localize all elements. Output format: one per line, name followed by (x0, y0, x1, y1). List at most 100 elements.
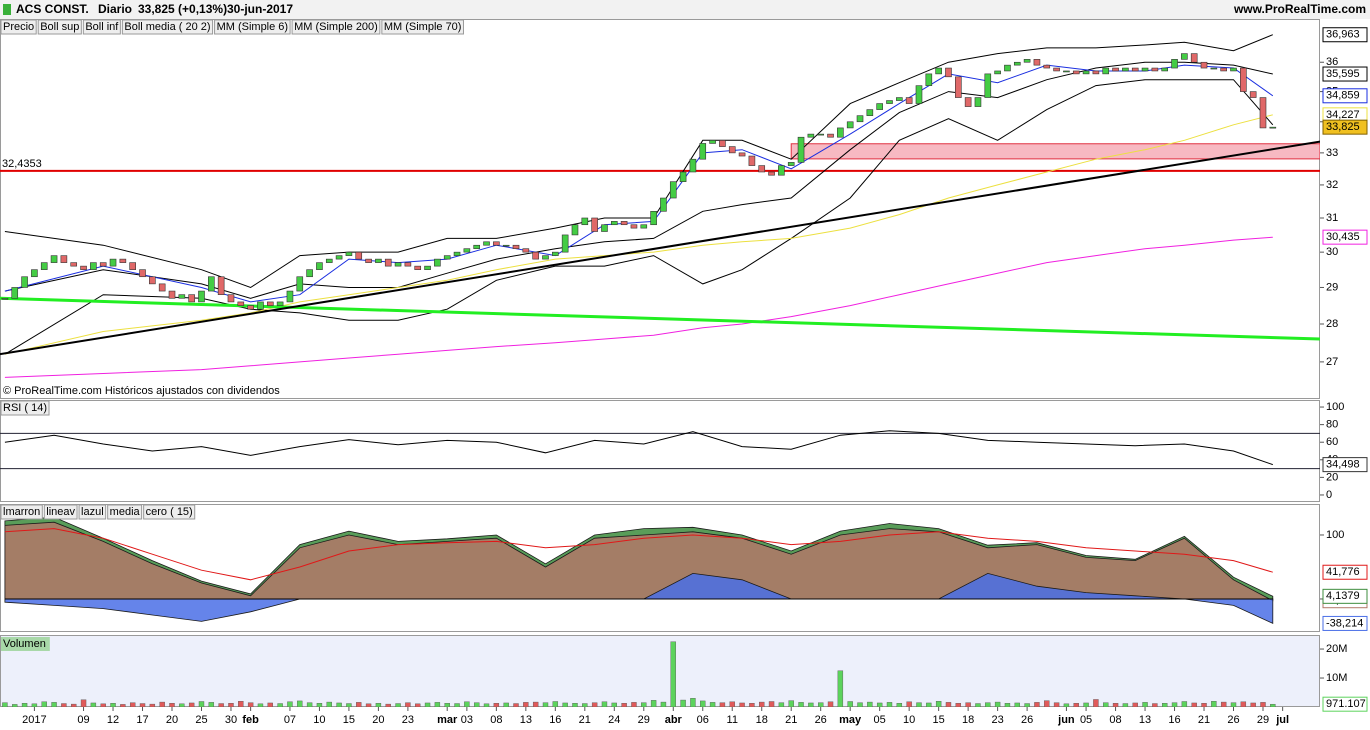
volume-bar (1034, 702, 1040, 707)
candle (1181, 53, 1188, 60)
candle (699, 143, 707, 160)
candle (502, 244, 510, 247)
value-tag (1322, 88, 1368, 104)
volume-bar (257, 703, 264, 707)
volume-bar (670, 641, 676, 707)
candle (345, 251, 353, 256)
footnote: © ProRealTime.com Históricos ajustados c… (3, 385, 280, 397)
candle (994, 70, 1001, 75)
volume-bar (729, 701, 735, 707)
value-tag (1322, 615, 1368, 631)
volume-bar (611, 702, 617, 707)
volume-bar (375, 703, 382, 707)
candle (424, 265, 431, 270)
x-tick-label: 15 (933, 714, 945, 726)
value-tag (1322, 588, 1368, 604)
candle (522, 248, 530, 253)
candle (581, 217, 589, 226)
x-tick-label: 2017 (22, 714, 46, 726)
candle (1249, 91, 1257, 98)
volume-bar (935, 701, 942, 707)
volume-bar (641, 702, 647, 707)
instrument: ACS CONST. (16, 2, 89, 16)
rsi-line (4, 430, 1273, 466)
value-tag (1322, 564, 1368, 580)
volume-bar (847, 701, 853, 707)
candle (1259, 97, 1267, 129)
candle (1230, 67, 1237, 72)
volume-bar (1181, 701, 1188, 707)
candle (404, 262, 412, 267)
value-tag-label: 35,595 (1326, 68, 1360, 80)
rsi-plot (0, 430, 1320, 470)
candle (984, 73, 992, 98)
candle (217, 276, 225, 295)
candle (384, 258, 392, 267)
volume-bar (1142, 702, 1148, 707)
site: www.ProRealTime.com (1233, 2, 1366, 16)
volume-bar (513, 703, 519, 707)
volume-bar (198, 701, 205, 707)
value-tag-label: 36,963 (1326, 29, 1360, 41)
x-tick-label: 07 (284, 714, 296, 726)
legend-box (214, 19, 291, 35)
volume-bar (110, 703, 116, 707)
volume-bar (287, 701, 293, 707)
quote: 33,825 (+0,13%) (138, 2, 227, 16)
volume-bar (100, 703, 106, 707)
volume-bar (267, 702, 273, 707)
volume-bar (503, 702, 509, 707)
volume-bar (434, 702, 441, 707)
candle (817, 133, 824, 136)
volume-bar (1044, 700, 1050, 707)
x-tick-label: 13 (520, 714, 532, 726)
candle (719, 140, 726, 147)
volume-bar (857, 702, 863, 707)
x-tick-label: 18 (756, 714, 768, 726)
trend-line (0, 140, 1320, 356)
candle (208, 276, 215, 292)
volume-bar (356, 702, 362, 707)
volume-bar (778, 702, 785, 707)
y-tick-label: 10M (1326, 672, 1347, 684)
volume-bar (749, 703, 755, 707)
candle (325, 258, 333, 263)
candle (807, 133, 815, 138)
x-tick-label: 10 (313, 714, 325, 726)
candle (1102, 67, 1110, 75)
candle (532, 251, 539, 260)
value-tag (1322, 119, 1368, 135)
candle (247, 305, 254, 310)
candle (493, 241, 500, 246)
price-zone (790, 143, 1320, 160)
volume-bar (208, 702, 215, 707)
volume-bar (1191, 702, 1197, 707)
volume-bar (690, 698, 696, 707)
volume-bar (228, 703, 234, 707)
value-tag (1322, 27, 1368, 43)
candle (198, 290, 205, 303)
volume-bar (169, 703, 175, 707)
legend-box (0, 504, 43, 520)
volume-bar (1240, 701, 1247, 707)
legend-box (1, 637, 50, 651)
volume-bar (827, 701, 834, 707)
candle (1013, 61, 1021, 66)
volume-bar (80, 699, 87, 707)
candle (316, 262, 323, 270)
volume-bar (985, 702, 991, 707)
volume-bar (277, 703, 283, 707)
legend-box (121, 19, 214, 35)
legend-box (78, 504, 107, 520)
volume-bar (926, 702, 932, 707)
candle (738, 152, 746, 157)
x-tick-label: 15 (343, 714, 355, 726)
volume-bar (1122, 703, 1129, 707)
indicator-line (4, 236, 1273, 378)
volume-bar (886, 702, 893, 707)
volume-bar (817, 702, 824, 707)
candle (1190, 53, 1198, 63)
candle (787, 162, 795, 166)
volume-bar (896, 703, 903, 707)
legend-box (0, 19, 37, 35)
